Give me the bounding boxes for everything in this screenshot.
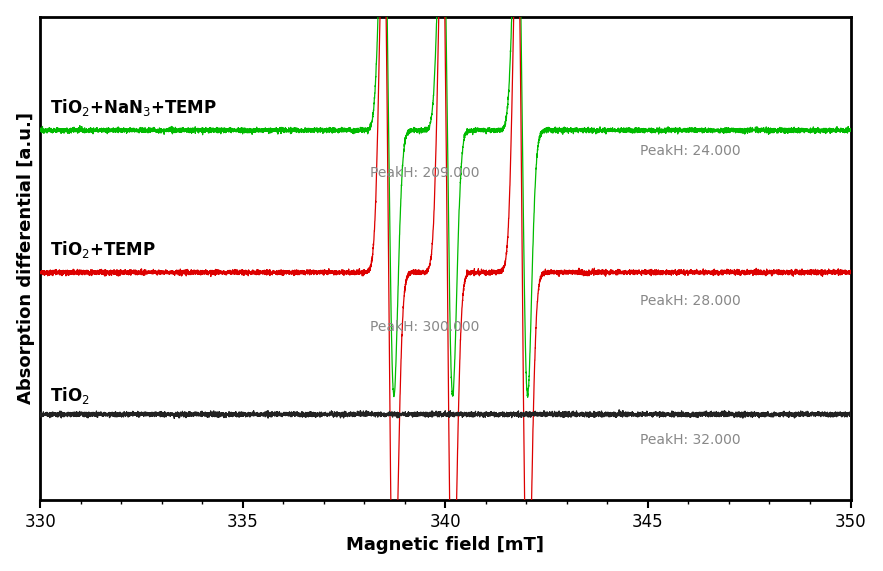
Y-axis label: Absorption differential [a.u.]: Absorption differential [a.u.] [17, 112, 34, 404]
X-axis label: Magnetic field [mT]: Magnetic field [mT] [346, 536, 545, 554]
Text: TiO$_2$+NaN$_3$+TEMP: TiO$_2$+NaN$_3$+TEMP [50, 98, 217, 118]
Text: PeakH: 24.000: PeakH: 24.000 [640, 144, 741, 159]
Text: TiO$_2$+TEMP: TiO$_2$+TEMP [50, 239, 156, 260]
Text: PeakH: 28.000: PeakH: 28.000 [640, 293, 741, 308]
Text: PeakH: 32.000: PeakH: 32.000 [640, 433, 741, 447]
Text: PeakH: 300.000: PeakH: 300.000 [371, 320, 479, 333]
Text: PeakH: 209.000: PeakH: 209.000 [370, 166, 479, 180]
Text: TiO$_2$: TiO$_2$ [50, 385, 90, 406]
